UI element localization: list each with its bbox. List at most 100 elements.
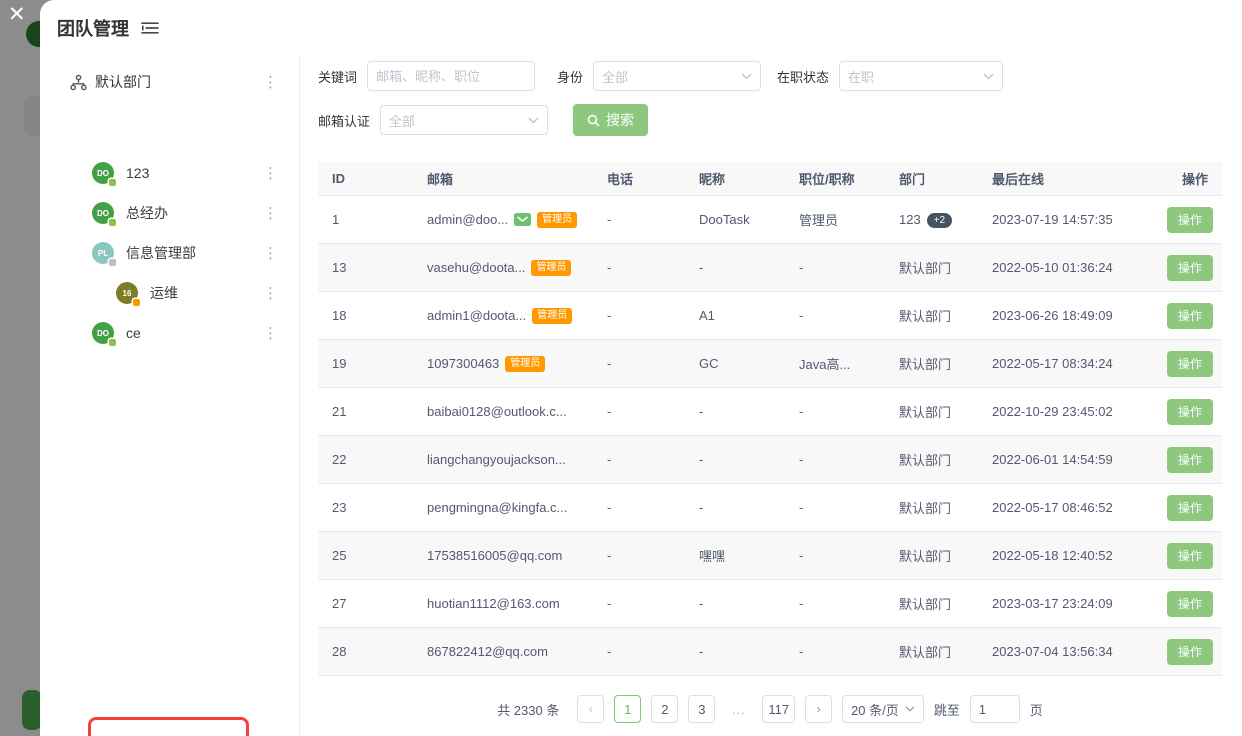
kebab-menu-icon[interactable]: ⋮ [263,73,278,91]
cell-id: 1 [332,212,340,227]
cell-last-online: 2023-07-04 13:56:34 [992,644,1113,659]
cell-last-online: 2022-06-01 14:54:59 [992,452,1113,467]
row-action-button[interactable]: 操作 [1167,542,1213,569]
chevron-down-icon [528,116,539,124]
row-action-button[interactable]: 操作 [1167,206,1213,233]
cell-last-online: 2023-03-17 23:24:09 [992,596,1113,611]
sidebar-item-root-department[interactable]: 默认部门 ⋮ [40,68,300,96]
sidebar-item-123[interactable]: DO 123 ⋮ [40,153,300,193]
cell-department: 默认部门 [899,549,952,564]
table-row: 23 pengmingna@kingfa.c... - - - 默认部门 2022-05-1… [318,484,1222,532]
jump-page-input[interactable] [969,695,1020,723]
row-action-button[interactable]: 操作 [1167,398,1213,425]
cell-action: 操作 [1167,638,1222,665]
cell-nickname: - [699,260,704,275]
cell-email: 1097300463 管理员 [413,355,593,372]
status-select[interactable]: 在职 [839,61,1004,91]
cell-position: Java高... [799,357,851,372]
cell-nickname: - [699,452,704,467]
cell-position: - [799,260,804,275]
cell-id: 13 [332,260,347,275]
table-row: 18 admin1@doota... 管理员 - A1 - 默认部门 2023-06-26 1… [318,292,1222,340]
cell-last-online: 2022-10-29 23:45:02 [992,404,1113,419]
cell-email: admin@doo... 管理员 [413,211,593,228]
row-action-button[interactable]: 操作 [1167,494,1213,521]
cell-department: 默认部门 [899,261,952,276]
cell-id: 22 [332,452,347,467]
kebab-menu-icon[interactable]: ⋮ [263,284,278,302]
team-management-modal: 团队管理 默认部门 ⋮ DO 123 ⋮ DO 总经办 ⋮ PL 信息管理部 ⋮ 16 运维 ⋮ DO c… [40,0,1242,736]
keyword-input[interactable] [367,61,536,91]
column-header: 邮箱 [427,172,454,187]
kebab-menu-icon[interactable]: ⋮ [263,164,278,182]
row-action-button[interactable]: 操作 [1167,254,1213,281]
table-row: 19 1097300463 管理员 - GC Java高... 默认部门 2022-05-17… [318,340,1222,388]
page-size-value: 20 条/页 [851,702,899,718]
department-avatar: DO [92,322,116,346]
email-text: huotian1112@163.com [427,596,560,611]
row-action-button[interactable]: 操作 [1167,446,1213,473]
kebab-menu-icon[interactable]: ⋮ [263,244,278,262]
cell-action: 操作 [1167,590,1222,617]
page-ellipsis: ... [725,695,753,723]
cell-last-online: 2022-05-18 12:40:52 [992,548,1113,563]
cell-department: 默认部门 [899,597,952,612]
chevron-down-icon [905,706,915,712]
row-action-button[interactable]: 操作 [1167,302,1213,329]
cell-phone: - [607,308,612,323]
row-action-button[interactable]: 操作 [1167,638,1213,665]
table-header: ID 邮箱 电话 昵称 职位/职称 部门 最后在线 操作 [318,162,1222,196]
cell-nickname: GC [699,356,719,371]
cell-position: - [799,452,804,467]
row-action-button[interactable]: 操作 [1167,590,1213,617]
identity-select[interactable]: 全部 [593,61,762,91]
cell-phone: - [607,548,612,563]
sidebar-item-label: ce [126,325,141,341]
cell-nickname: - [699,404,704,419]
sidebar-item-信息管理部[interactable]: PL 信息管理部 ⋮ [40,233,300,273]
table-row: 21 baibai0128@outlook.c... - - - 默认部门 2022-10-… [318,388,1222,436]
sidebar-item-总经办[interactable]: DO 总经办 ⋮ [40,193,300,233]
cell-phone: - [607,260,612,275]
search-button[interactable]: 搜索 [573,104,648,136]
cell-last-online: 2022-05-17 08:34:24 [992,356,1113,371]
cell-action: 操作 [1167,254,1222,281]
email-text: 17538516005@qq.com [427,548,563,563]
column-header: 部门 [899,172,926,187]
cell-email: huotian1112@163.com [413,596,593,611]
prev-page-button[interactable]: ‹ [577,695,605,723]
cell-action: 操作 [1167,206,1222,233]
org-chart-icon [70,74,87,91]
cell-email: baibai0128@outlook.c... [413,404,593,419]
org-view-toggle-icon[interactable] [141,20,159,41]
admin-badge: 管理员 [531,259,572,276]
cell-action: 操作 [1167,494,1222,521]
table-row: 13 vasehu@doota... 管理员 - - - 默认部门 2022-05-10 01… [318,244,1222,292]
close-icon[interactable]: ✕ [8,3,26,26]
sidebar-item-运维[interactable]: 16 运维 ⋮ [40,273,300,313]
kebab-menu-icon[interactable]: ⋮ [263,204,278,222]
row-action-button[interactable]: 操作 [1167,350,1213,377]
page-title: 团队管理 [57,19,129,39]
verify-select[interactable]: 全部 [380,105,549,135]
search-icon [587,114,600,127]
status-badge [109,219,116,226]
cell-department: 123 +2 [885,212,978,228]
page-button-2[interactable]: 2 [651,695,679,723]
next-page-button[interactable]: › [805,695,833,723]
admin-badge: 管理员 [532,307,573,324]
cell-action: 操作 [1167,446,1222,473]
cell-phone: - [607,356,612,371]
kebab-menu-icon[interactable]: ⋮ [263,324,278,342]
members-table: ID 邮箱 电话 昵称 职位/职称 部门 最后在线 操作 1 admin@doo... 管理员 - D… [318,162,1222,676]
verify-value: 全部 [389,113,416,129]
column-header: 最后在线 [992,172,1045,187]
cell-id: 28 [332,644,347,659]
page-button-3[interactable]: 3 [688,695,716,723]
department-avatar: 16 [116,282,140,306]
page-size-select[interactable]: 20 条/页 [842,695,924,723]
page-button-117[interactable]: 117 [762,695,796,723]
sidebar-item-ce[interactable]: DO ce ⋮ [40,313,300,353]
page-button-1[interactable]: 1 [614,695,642,723]
background-green-button [22,690,42,730]
